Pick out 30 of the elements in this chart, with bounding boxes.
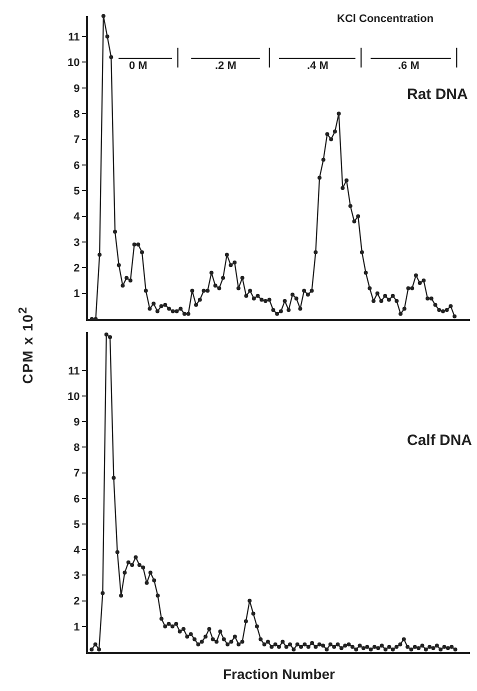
y-tick-label: 9 [74,82,80,95]
y-tick-label: 8 [74,108,80,120]
y-tick-label: 10 [68,390,80,403]
y-tick-label: 10 [68,57,80,70]
annotation: .2 M [215,60,236,72]
y-tick-label: 1 [74,288,80,300]
annotation: KCl Concentration [337,13,434,25]
y-tick-label: 7 [74,468,80,480]
y-tick-label: 8 [74,442,80,454]
x-axis-title: Fraction Number [222,666,336,682]
y-tick-label: 1 [74,621,80,634]
y-tick-label: 7 [74,134,80,146]
y-tick-label: 6 [74,493,80,506]
y-tick-label: 5 [74,185,80,198]
y-tick-label: 2 [74,596,80,608]
y-tick-label: 6 [74,160,80,172]
y-tick-label: 11 [68,31,80,44]
y-tick-label: 5 [74,518,80,531]
annotation: 0 M [129,60,148,72]
y-tick-label: 2 [74,262,80,274]
y-tick-label: 3 [74,570,80,582]
annotation: .6 M [398,60,420,72]
y-tick-label: 4 [74,211,81,224]
y-tick-label: 9 [74,416,80,428]
annotation: Rat DNA [407,86,468,103]
y-tick-label: 3 [74,236,80,249]
y-tick-label: 11 [68,365,80,378]
annotation: Calf DNA [407,432,472,449]
y-tick-label: 4 [74,544,81,556]
annotation: .4 M [307,60,328,72]
